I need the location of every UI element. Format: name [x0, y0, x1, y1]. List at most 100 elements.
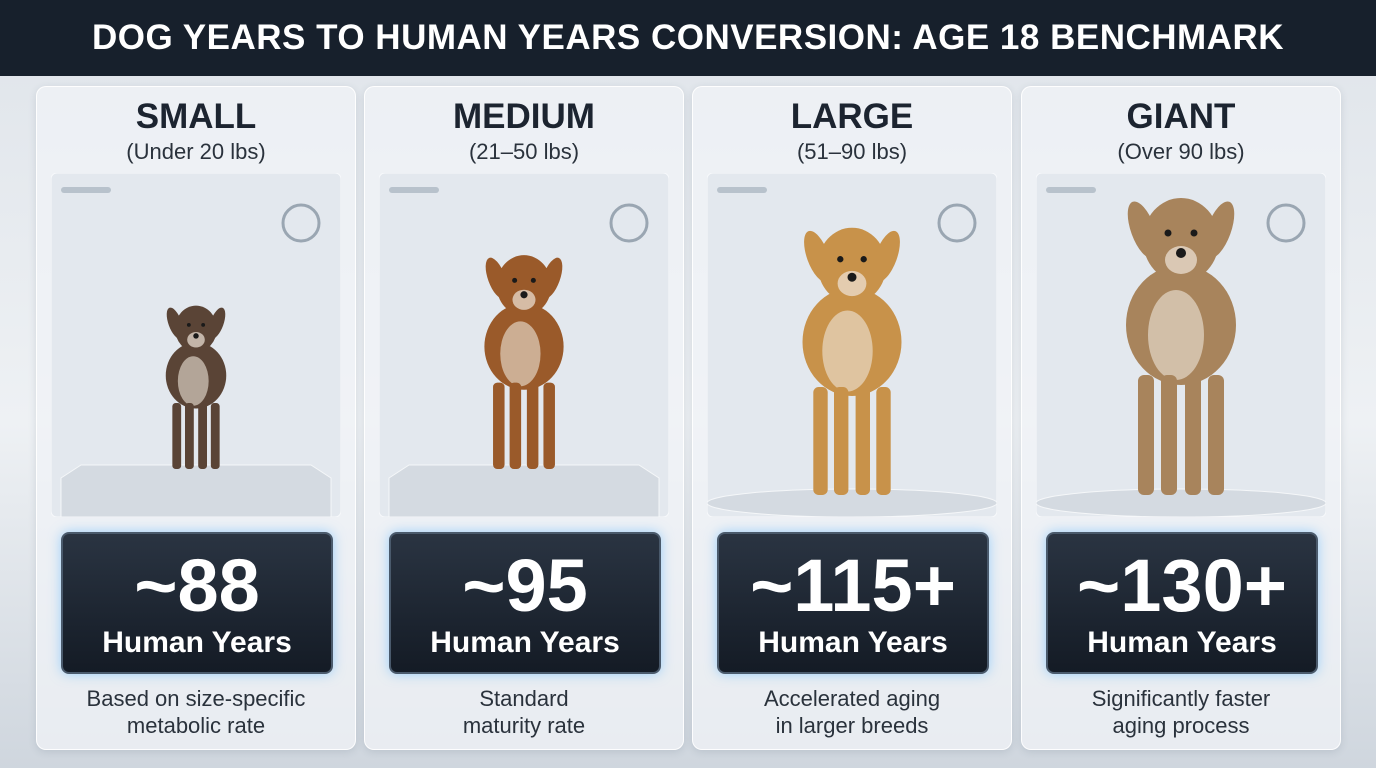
pedestal	[1036, 488, 1326, 517]
dog-nose	[1176, 248, 1186, 258]
unit: Human Years	[102, 626, 292, 659]
dog-ear	[1127, 201, 1159, 259]
description-line: Accelerated aging	[763, 686, 941, 711]
dog-eye	[530, 277, 536, 283]
dog	[484, 255, 564, 469]
dog-leg	[813, 387, 828, 495]
card-name: GIANT	[1126, 97, 1236, 136]
description: Based on size-specific metabolic rate	[37, 685, 355, 739]
description: Significantly faster aging process	[1022, 685, 1340, 739]
dog-chest	[822, 310, 873, 392]
dog-eye	[512, 277, 518, 283]
value-box: ~88 Human Years	[61, 532, 333, 674]
card-name: LARGE	[790, 97, 914, 136]
dog-ear	[166, 307, 184, 339]
dog-leg	[1185, 375, 1201, 495]
value: ~130+	[1077, 544, 1287, 627]
card-name: MEDIUM	[453, 97, 595, 136]
dog	[1126, 198, 1236, 495]
hud-bar	[61, 187, 111, 193]
dog-leg	[834, 387, 849, 495]
description: Standard maturity rate	[365, 685, 683, 739]
dog-leg	[876, 387, 891, 495]
hud-bar	[389, 187, 439, 193]
dog-head	[1143, 198, 1219, 282]
description-line: Standard	[479, 686, 569, 711]
dog-chest	[1148, 290, 1204, 380]
dog-eye	[1164, 229, 1172, 237]
dog-leg	[526, 382, 539, 469]
dog-illustration	[707, 173, 997, 517]
card-weight: (Over 90 lbs)	[1117, 139, 1245, 164]
hud-bar	[717, 187, 767, 193]
dog-nose	[520, 291, 528, 299]
hud-ring	[937, 203, 977, 243]
dog-eye	[860, 256, 867, 263]
dog-ear	[1203, 201, 1235, 259]
hud-bar	[1046, 187, 1096, 193]
dog-leg	[1161, 375, 1177, 495]
value-box: ~115+ Human Years	[717, 532, 989, 674]
card-name: SMALL	[135, 97, 257, 136]
dog-muzzle	[837, 270, 867, 297]
dog-leg	[1208, 375, 1224, 495]
dog-muzzle	[187, 332, 205, 348]
dog-ear	[485, 257, 508, 299]
dog-leg	[1138, 375, 1154, 495]
dog-leg	[543, 382, 555, 469]
dog-leg	[172, 403, 182, 469]
dog-head	[817, 227, 887, 304]
dog-illustration	[379, 173, 669, 517]
value: ~115+	[750, 544, 956, 627]
dog-eye	[1190, 229, 1198, 237]
card-weight: (51–90 lbs)	[796, 139, 908, 164]
dog-ear	[540, 257, 563, 299]
dog-nose	[847, 272, 857, 282]
description-line: metabolic rate	[126, 713, 266, 738]
dog	[165, 305, 227, 469]
value-box: ~130+ Human Years	[1046, 532, 1318, 674]
dog-ear	[804, 230, 832, 283]
dog-chest	[177, 356, 209, 406]
pedestal	[707, 488, 997, 517]
description-line: maturity rate	[462, 713, 586, 738]
card: LARGE (51–90 lbs) ~115+ Human Years Accelera…	[692, 86, 1012, 750]
card: SMALL (Under 20 lbs) ~88 Human Years Based o…	[36, 86, 356, 750]
dog-leg	[185, 403, 194, 469]
description-line: Significantly faster	[1091, 686, 1271, 711]
dog-head	[496, 255, 552, 316]
dog-eye	[186, 322, 191, 327]
dog-leg	[493, 382, 505, 469]
dog-nose	[193, 333, 199, 339]
hud-ring	[609, 203, 649, 243]
description-line: in larger breeds	[775, 713, 929, 738]
dog-leg	[210, 403, 220, 469]
value: ~95	[462, 544, 588, 627]
hud-ring	[281, 203, 321, 243]
value-box: ~95 Human Years	[389, 532, 661, 674]
title: DOG YEARS TO HUMAN YEARS CONVERSION: AGE…	[91, 18, 1285, 57]
dog-illustration	[1036, 173, 1326, 517]
dog-eye	[201, 322, 206, 327]
unit: Human Years	[1087, 626, 1277, 659]
dog-muzzle	[512, 289, 536, 310]
card-weight: (Under 20 lbs)	[126, 139, 266, 164]
pedestal	[60, 464, 332, 517]
title-bar: DOG YEARS TO HUMAN YEARS CONVERSION: AGE…	[0, 0, 1376, 76]
dog-leg	[855, 387, 870, 495]
dog-ear	[208, 307, 226, 339]
card-weight: (21–50 lbs)	[468, 139, 580, 164]
dog-eye	[837, 256, 844, 263]
description: Accelerated aging in larger breeds	[693, 685, 1011, 739]
card: GIANT (Over 90 lbs) ~130+ Human Years Signif…	[1021, 86, 1341, 750]
dog-illustration	[51, 173, 341, 517]
card: MEDIUM (21–50 lbs) ~95 Human Years Standard m…	[364, 86, 684, 750]
dog	[802, 227, 902, 495]
description-line: aging process	[1112, 713, 1250, 738]
hud-ring	[1266, 203, 1306, 243]
unit: Human Years	[758, 626, 948, 659]
dog-muzzle	[1165, 246, 1197, 274]
dog-leg	[509, 382, 522, 469]
dog-head	[175, 305, 217, 352]
